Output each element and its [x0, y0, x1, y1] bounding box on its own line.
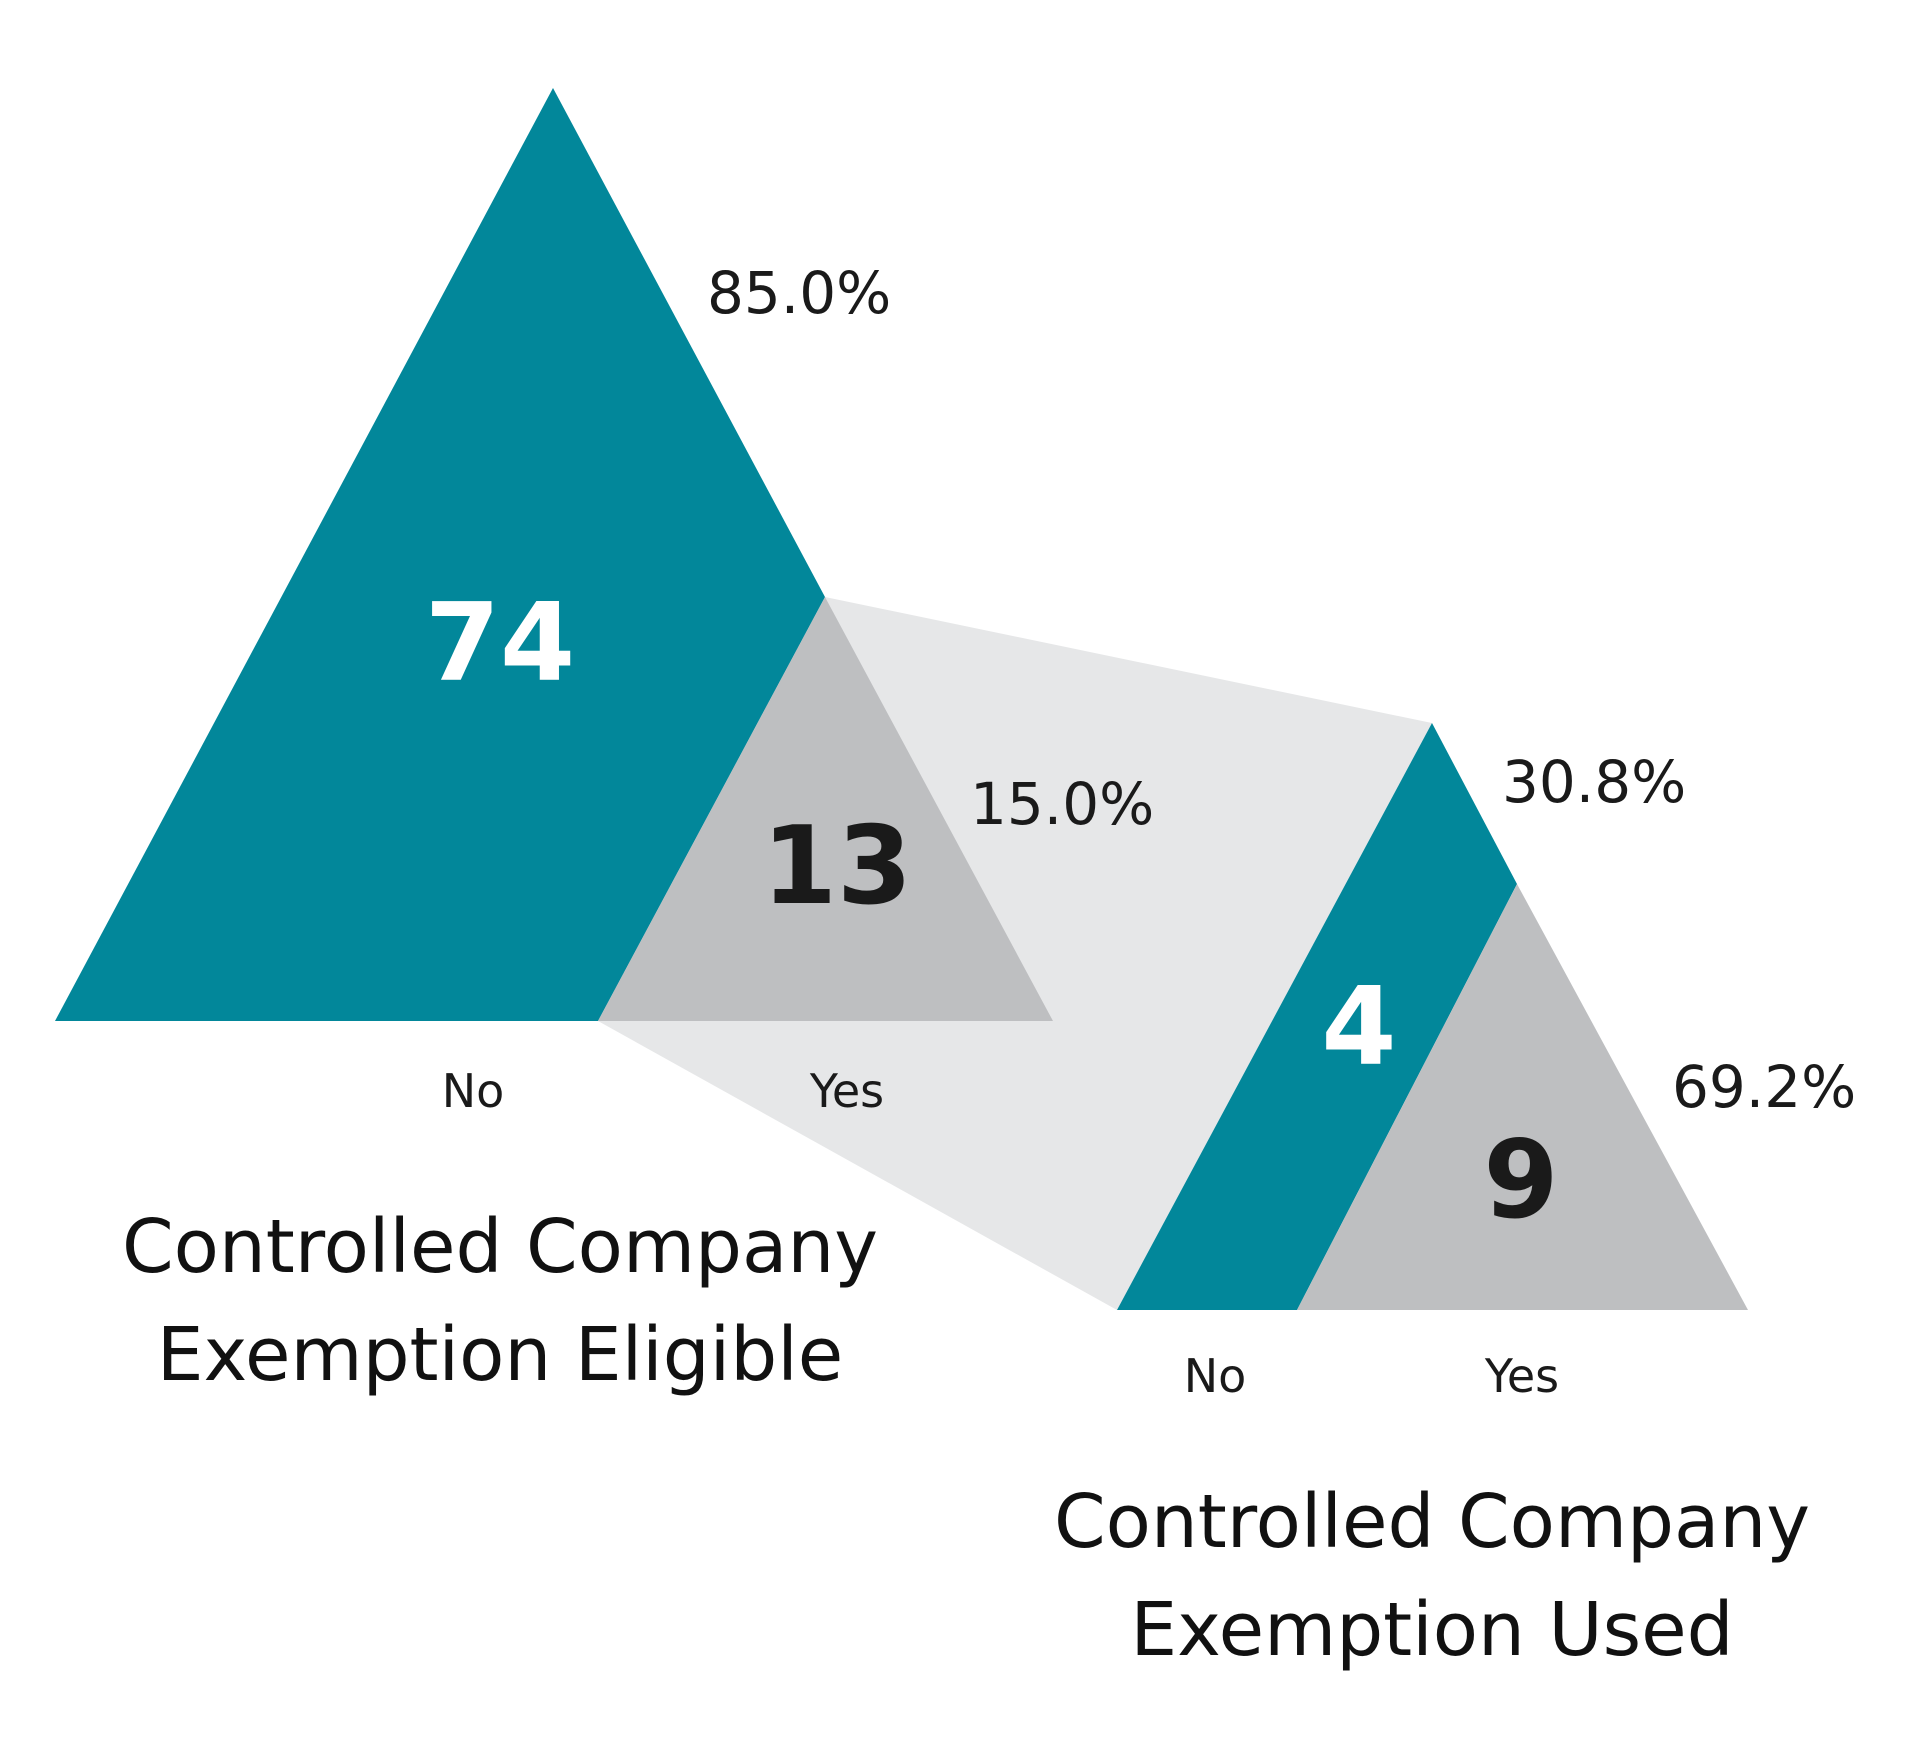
used-no-percent: 30.8% — [1502, 748, 1686, 816]
used-yes-percent: 69.2% — [1672, 1053, 1856, 1121]
eligible-title-line-1: Controlled Company — [122, 1204, 878, 1290]
eligible-no-label: No — [442, 1064, 505, 1118]
used-no-segment — [1117, 723, 1517, 1310]
eligible-no-segment — [55, 88, 825, 1021]
eligible-yes-label: Yes — [809, 1064, 884, 1118]
used-title-line-1: Controlled Company — [1054, 1479, 1810, 1565]
used-group: 4 9 30.8% 69.2% No Yes Controlled Compan… — [1054, 723, 1856, 1673]
used-yes-count: 9 — [1483, 1118, 1558, 1243]
eligible-title-line-2: Exemption Eligible — [157, 1312, 844, 1398]
used-yes-segment — [1297, 884, 1748, 1310]
used-title-line-2: Exemption Used — [1130, 1587, 1733, 1673]
eligible-yes-count: 13 — [762, 804, 912, 929]
used-no-label: No — [1184, 1349, 1247, 1403]
eligible-yes-segment — [598, 597, 1053, 1021]
eligible-no-count: 74 — [425, 581, 575, 706]
used-yes-label: Yes — [1484, 1349, 1559, 1403]
eligible-yes-percent: 15.0% — [970, 770, 1154, 838]
eligible-group: 74 13 85.0% 15.0% No Yes Controlled Comp… — [55, 88, 1154, 1398]
used-no-count: 4 — [1321, 965, 1396, 1090]
eligible-no-percent: 85.0% — [707, 259, 891, 327]
